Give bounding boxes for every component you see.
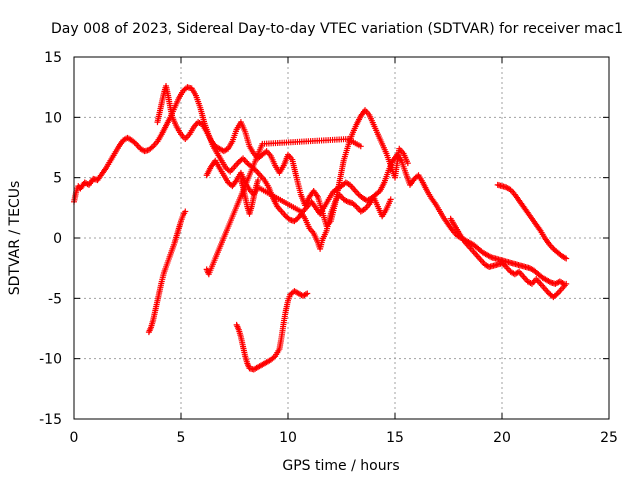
x-tick-label: 20: [493, 430, 511, 446]
x-tick-label: 5: [177, 430, 186, 446]
grid: [74, 57, 609, 419]
chart-title: Day 008 of 2023, Sidereal Day-to-day VTE…: [51, 21, 623, 37]
x-tick-label: 25: [600, 430, 618, 446]
x-axis-label: GPS time / hours: [282, 458, 399, 474]
y-tick-labels: -15 -10 -5 0 5 10 15: [39, 50, 62, 428]
data-point: [563, 255, 570, 262]
y-tick-label: -10: [39, 352, 62, 368]
data-point: [255, 177, 262, 184]
data-point: [304, 290, 311, 297]
plot-frame: [73, 56, 610, 420]
x-tick-label: 10: [279, 430, 297, 446]
x-tick-label: 0: [70, 430, 79, 446]
data-marks: [71, 82, 570, 373]
data-point: [404, 160, 411, 167]
data-point: [182, 208, 189, 215]
data-point: [387, 196, 394, 203]
y-tick-label: 0: [53, 231, 62, 247]
x-tick-label: 15: [386, 430, 404, 446]
y-tick-label: 5: [53, 171, 62, 187]
y-tick-label: 15: [44, 50, 62, 66]
data-point: [563, 280, 570, 287]
data-point: [357, 143, 364, 150]
y-tick-label: -15: [39, 412, 62, 428]
y-tick-label: 10: [44, 110, 62, 126]
x-tick-labels: 0 5 10 15 20 25: [70, 430, 618, 446]
y-axis-label: SDTVAR / TECUs: [7, 181, 23, 296]
y-tick-label: -5: [48, 291, 62, 307]
